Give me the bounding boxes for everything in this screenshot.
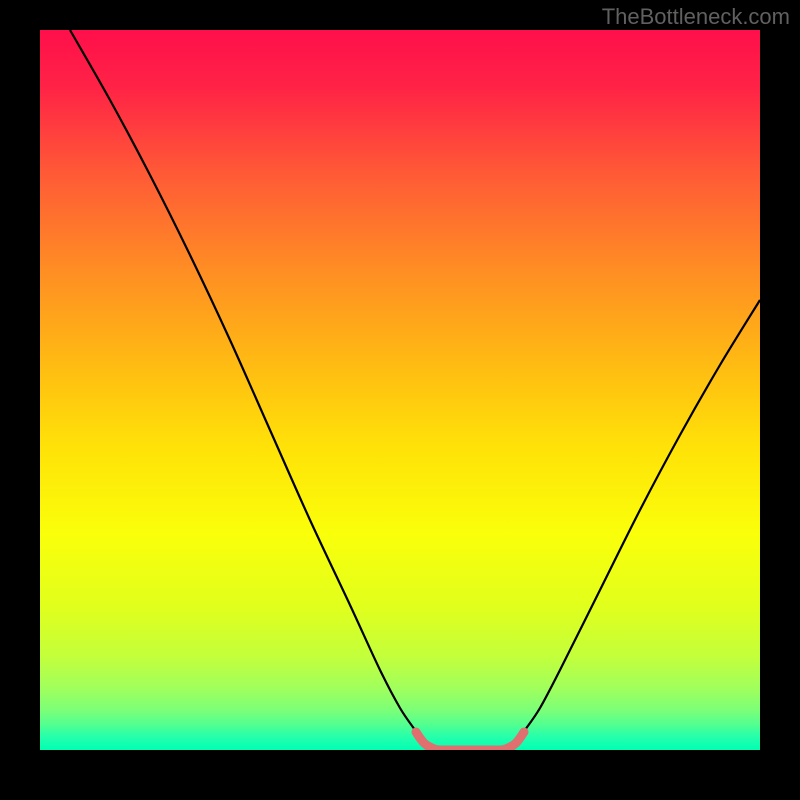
watermark-text: TheBottleneck.com (602, 4, 790, 30)
gradient-background (40, 30, 760, 750)
chart-frame: TheBottleneck.com (0, 0, 800, 800)
plot-area (40, 30, 760, 750)
chart-svg (40, 30, 760, 750)
